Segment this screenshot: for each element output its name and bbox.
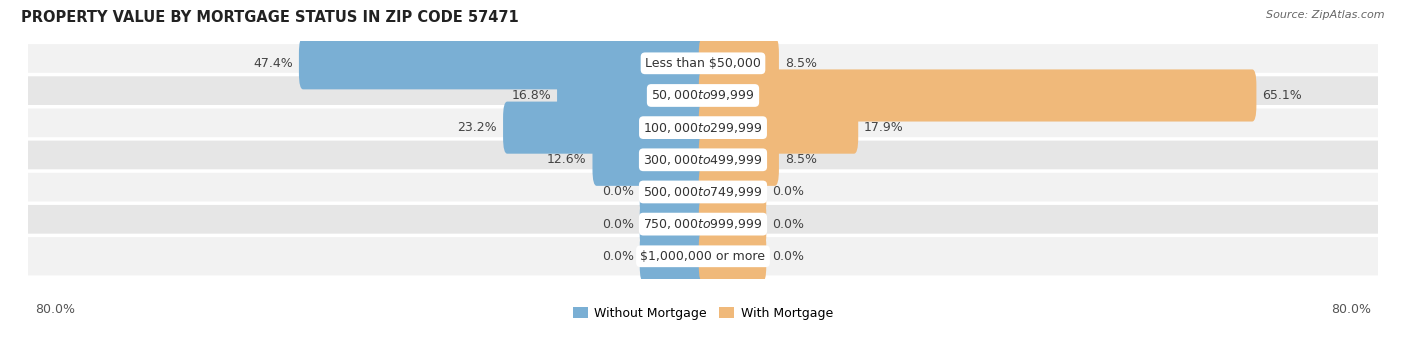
Text: $750,000 to $999,999: $750,000 to $999,999 bbox=[644, 217, 762, 231]
Text: $100,000 to $299,999: $100,000 to $299,999 bbox=[644, 121, 762, 135]
FancyBboxPatch shape bbox=[699, 69, 1257, 121]
Text: $500,000 to $749,999: $500,000 to $749,999 bbox=[644, 185, 762, 199]
Text: 0.0%: 0.0% bbox=[602, 250, 634, 263]
Text: $1,000,000 or more: $1,000,000 or more bbox=[641, 250, 765, 263]
FancyBboxPatch shape bbox=[10, 107, 1396, 149]
Text: 8.5%: 8.5% bbox=[785, 57, 817, 70]
FancyBboxPatch shape bbox=[699, 37, 779, 89]
Text: 0.0%: 0.0% bbox=[772, 250, 804, 263]
FancyBboxPatch shape bbox=[10, 171, 1396, 213]
Text: 0.0%: 0.0% bbox=[602, 185, 634, 199]
FancyBboxPatch shape bbox=[10, 203, 1396, 245]
FancyBboxPatch shape bbox=[699, 230, 766, 282]
Text: 0.0%: 0.0% bbox=[602, 218, 634, 231]
FancyBboxPatch shape bbox=[10, 235, 1396, 277]
FancyBboxPatch shape bbox=[640, 166, 707, 218]
FancyBboxPatch shape bbox=[699, 166, 766, 218]
Text: 0.0%: 0.0% bbox=[772, 185, 804, 199]
FancyBboxPatch shape bbox=[699, 134, 779, 186]
Text: 80.0%: 80.0% bbox=[1331, 303, 1371, 316]
FancyBboxPatch shape bbox=[10, 139, 1396, 181]
Text: $300,000 to $499,999: $300,000 to $499,999 bbox=[644, 153, 762, 167]
FancyBboxPatch shape bbox=[640, 198, 707, 250]
Text: 12.6%: 12.6% bbox=[547, 153, 586, 166]
FancyBboxPatch shape bbox=[699, 102, 858, 154]
FancyBboxPatch shape bbox=[299, 37, 707, 89]
FancyBboxPatch shape bbox=[640, 230, 707, 282]
FancyBboxPatch shape bbox=[10, 42, 1396, 84]
Text: 0.0%: 0.0% bbox=[772, 218, 804, 231]
Text: 8.5%: 8.5% bbox=[785, 153, 817, 166]
Text: 23.2%: 23.2% bbox=[457, 121, 498, 134]
Text: 17.9%: 17.9% bbox=[865, 121, 904, 134]
Text: $50,000 to $99,999: $50,000 to $99,999 bbox=[651, 88, 755, 102]
Text: 65.1%: 65.1% bbox=[1263, 89, 1302, 102]
Text: 47.4%: 47.4% bbox=[253, 57, 292, 70]
FancyBboxPatch shape bbox=[503, 102, 707, 154]
Text: Source: ZipAtlas.com: Source: ZipAtlas.com bbox=[1267, 10, 1385, 20]
Text: 80.0%: 80.0% bbox=[35, 303, 75, 316]
Legend: Without Mortgage, With Mortgage: Without Mortgage, With Mortgage bbox=[568, 302, 838, 325]
FancyBboxPatch shape bbox=[699, 198, 766, 250]
FancyBboxPatch shape bbox=[592, 134, 707, 186]
FancyBboxPatch shape bbox=[10, 74, 1396, 116]
FancyBboxPatch shape bbox=[557, 69, 707, 121]
Text: Less than $50,000: Less than $50,000 bbox=[645, 57, 761, 70]
Text: PROPERTY VALUE BY MORTGAGE STATUS IN ZIP CODE 57471: PROPERTY VALUE BY MORTGAGE STATUS IN ZIP… bbox=[21, 10, 519, 25]
Text: 16.8%: 16.8% bbox=[512, 89, 551, 102]
